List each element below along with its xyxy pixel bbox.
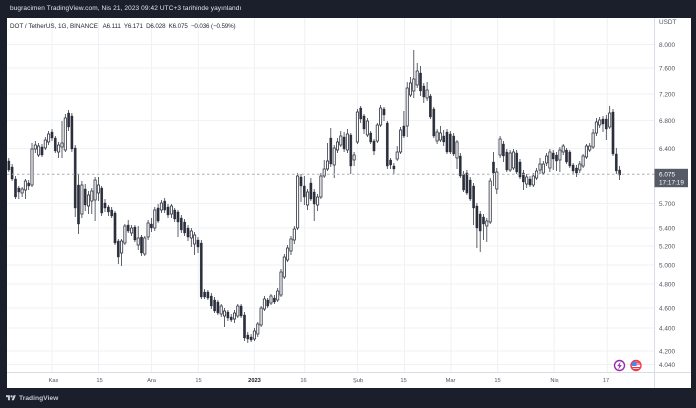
svg-text:Ara: Ara (147, 378, 157, 384)
svg-text:Şub: Şub (353, 378, 363, 384)
svg-text:5.700: 5.700 (659, 201, 675, 208)
svg-text:15: 15 (96, 378, 102, 384)
svg-text:7.200: 7.200 (659, 92, 675, 99)
svg-text:Kas: Kas (49, 378, 59, 384)
svg-text:Mar: Mar (446, 378, 456, 384)
svg-text:17:17:19: 17:17:19 (659, 179, 684, 186)
svg-text:16: 16 (300, 378, 306, 384)
svg-text:5.000: 5.000 (659, 263, 675, 270)
svg-text:6.800: 6.800 (659, 118, 675, 125)
svg-text:2023: 2023 (248, 378, 261, 384)
svg-text:USDT: USDT (659, 19, 676, 26)
svg-text:17: 17 (603, 378, 609, 384)
svg-text:6.075: 6.075 (659, 172, 675, 179)
svg-text:7.600: 7.600 (659, 66, 675, 73)
svg-text:5.200: 5.200 (659, 244, 675, 251)
svg-text:15: 15 (195, 378, 201, 384)
svg-text:4.400: 4.400 (659, 326, 675, 333)
svg-text:15: 15 (400, 378, 406, 384)
svg-text:Nis: Nis (550, 378, 558, 384)
svg-text:4.600: 4.600 (659, 306, 675, 313)
svg-text:5.400: 5.400 (659, 226, 675, 233)
svg-text:4.040: 4.040 (659, 362, 675, 369)
svg-text:4.200: 4.200 (659, 349, 675, 356)
svg-text:8.000: 8.000 (659, 42, 675, 49)
svg-text:6.400: 6.400 (659, 146, 675, 153)
svg-text:15: 15 (494, 378, 500, 384)
svg-text:4.800: 4.800 (659, 282, 675, 289)
